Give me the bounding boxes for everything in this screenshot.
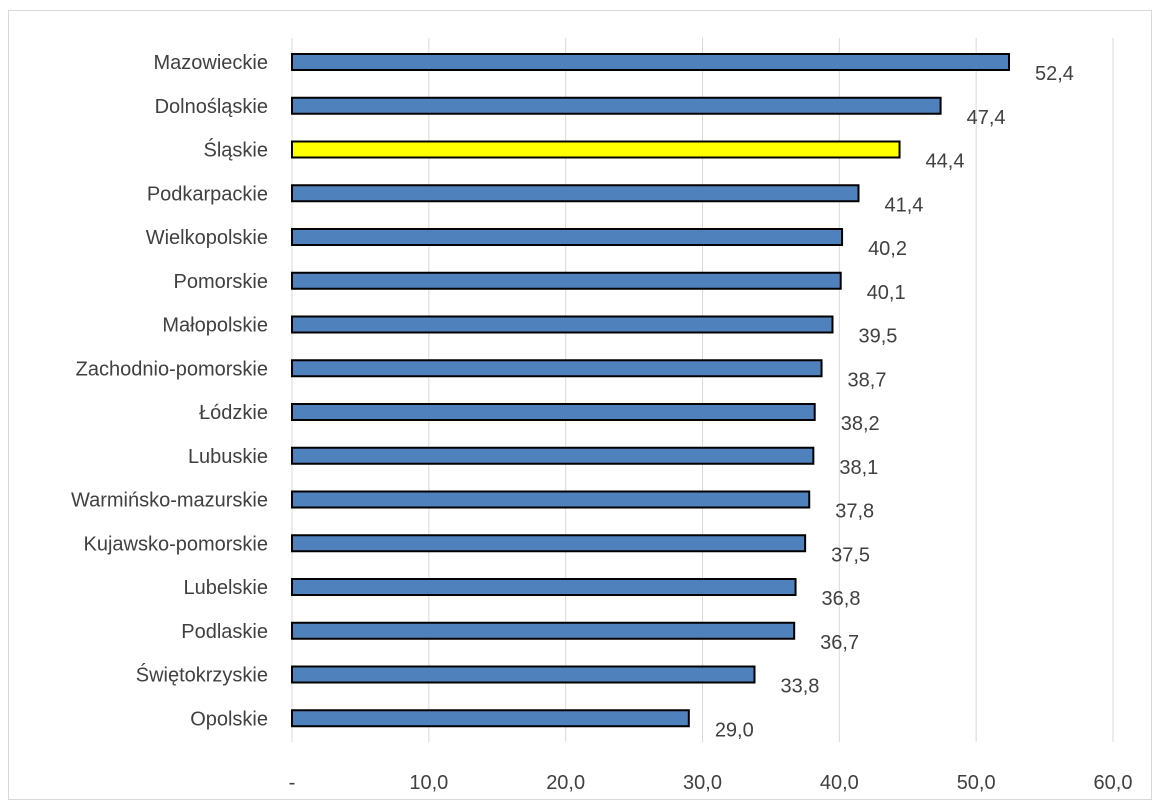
value-label: 38,1 — [839, 457, 878, 479]
category-label: Zachodnio-pomorskie — [76, 358, 268, 380]
category-label: Łódzkie — [199, 402, 268, 424]
bar — [291, 271, 842, 290]
bar — [291, 534, 807, 553]
value-labels: 52,4 47,444,441,4 40,2 40,1 39,5 38,7 38,2 38,1… — [715, 63, 1074, 741]
value-label: 38,7 — [848, 369, 887, 391]
value-label: 52,4 — [1035, 63, 1074, 85]
bar — [291, 490, 811, 509]
category-label: Mazowieckie — [154, 52, 268, 74]
x-axis-tick-labels: - 10,0 20,0 30,0 40,0 50,0 60,0 — [289, 772, 1133, 794]
value-label: 33,8 — [780, 676, 819, 698]
bar — [291, 53, 1011, 71]
value-label: 37,5 — [831, 544, 870, 566]
x-tick-label: 50,0 — [957, 772, 996, 794]
bar — [291, 228, 844, 246]
category-label: Lubelskie — [183, 577, 268, 599]
value-label: 36,8 — [822, 588, 861, 610]
category-label: Pomorskie — [174, 271, 268, 293]
bar — [291, 621, 796, 640]
x-tick-label: 30,0 — [683, 772, 722, 794]
category-label: Opolskie — [190, 708, 268, 730]
x-tick-label: - — [289, 772, 296, 794]
value-label: 36,7 — [820, 632, 859, 654]
value-label: 37,8 — [835, 501, 874, 523]
value-label: 41,4 — [884, 194, 923, 216]
bar — [291, 709, 690, 728]
value-label: 29,0 — [715, 719, 754, 741]
value-label: 38,2 — [841, 413, 880, 435]
x-tick-label: 10,0 — [409, 772, 448, 794]
value-label: 47,4 — [967, 107, 1006, 129]
category-label: Wielkopolskie — [146, 227, 268, 249]
category-label: Lubuskie — [188, 446, 268, 468]
bar — [291, 96, 942, 115]
bars — [291, 53, 1011, 728]
value-label: 44,4 — [926, 151, 965, 173]
value-label: 40,2 — [868, 238, 907, 260]
x-tick-label: 40,0 — [820, 772, 859, 794]
category-label: Małopolskie — [162, 315, 268, 337]
bar — [291, 403, 816, 421]
bar — [291, 315, 834, 334]
x-tick-label: 60,0 — [1094, 772, 1133, 794]
value-label: 40,1 — [867, 282, 906, 304]
bar — [291, 665, 756, 684]
value-label: 39,5 — [858, 326, 897, 348]
category-label: Świętokrzyskie — [136, 663, 268, 687]
category-label: Śląskie — [204, 138, 268, 162]
category-label: Podkarpackie — [147, 183, 268, 205]
category-label: Kujawsko-pomorskie — [83, 533, 268, 555]
bar — [291, 446, 815, 465]
bar — [291, 578, 797, 596]
category-labels: Mazowieckie Dolnośląskie Śląskie Podkarpack… — [71, 52, 268, 730]
category-label: Podlaskie — [181, 621, 268, 643]
category-label: Warmińsko-mazurskie — [71, 490, 268, 512]
bar — [291, 359, 823, 378]
bar — [291, 140, 901, 159]
x-tick-label: 20,0 — [546, 772, 585, 794]
bar — [291, 184, 860, 203]
category-label: Dolnośląskie — [155, 96, 268, 118]
